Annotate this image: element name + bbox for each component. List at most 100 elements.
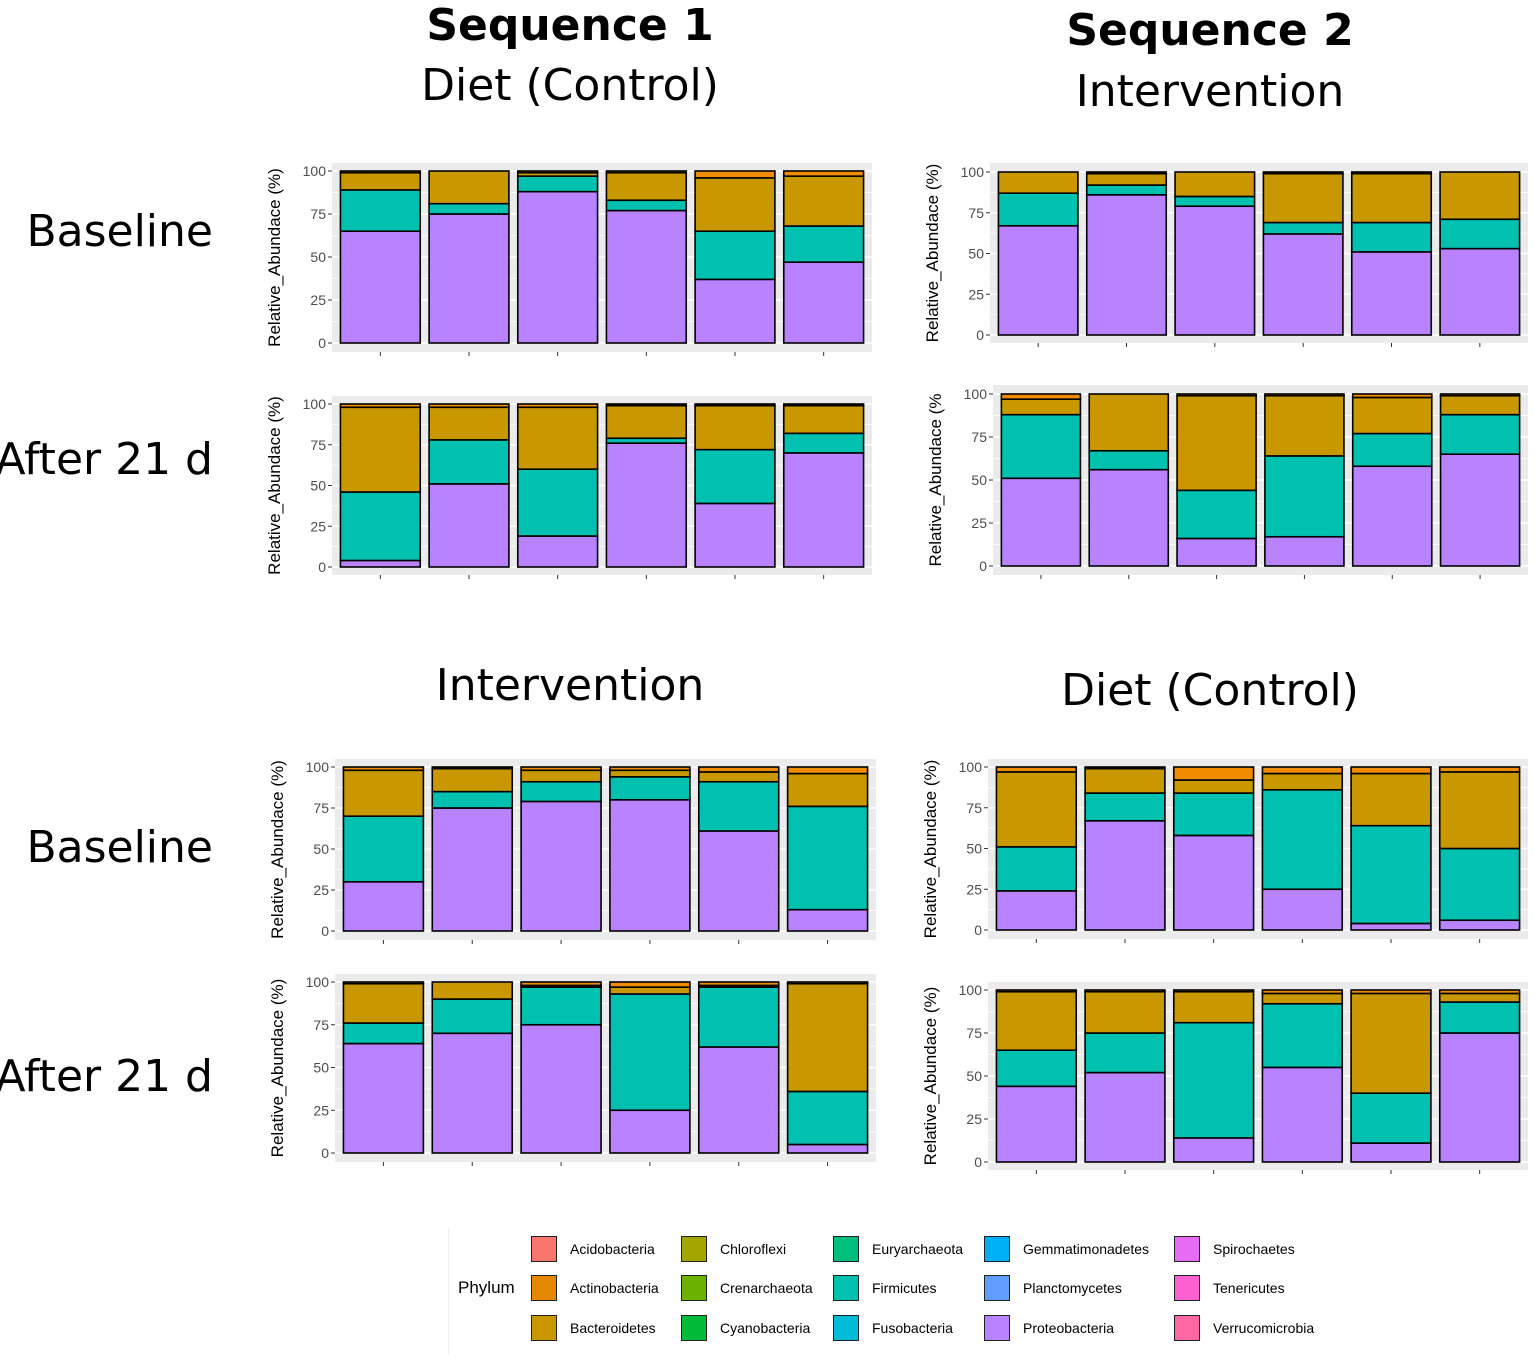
bar-segment-firmicutes [1439,413,1521,456]
row-label-after-21d: After 21 d [0,434,213,485]
bar-segment-proteobacteria [428,483,510,568]
legend-item: Cyanobacteria [681,1315,810,1341]
bar-segment-firmicutes [1264,455,1345,538]
bar-segment-actinobacteria [605,403,688,407]
bar-segment-proteobacteria [1088,468,1170,567]
bar-segment-firmicutes [1174,195,1256,208]
bar-segment-proteobacteria [1350,251,1433,336]
bar-segment-bacteroidetes [995,990,1078,1051]
bar-segment-bacteroidetes [431,767,514,793]
y-axis-title: Relative_Abundace (%) [268,979,287,1158]
legend-title: Phylum [458,1278,515,1297]
bar-segment-proteobacteria [997,224,1079,336]
bar-segment-actinobacteria [339,170,422,174]
bar-segment-bacteroidetes [1350,772,1432,827]
bar-segment-proteobacteria [1085,194,1168,336]
bar-segment-firmicutes [1084,792,1166,822]
y-tick-label: 100 [964,386,988,402]
y-tick-label: 0 [974,922,982,938]
bar-segment-bacteroidetes [339,171,422,191]
bar-segment-firmicutes [342,815,425,883]
bar-segment-actinobacteria [520,981,602,987]
y-tick-label: 50 [310,249,326,265]
bar-segment-actinobacteria [1350,766,1432,775]
y-tick-label: 50 [966,1068,982,1084]
bar-segment-bacteroidetes [1172,990,1255,1024]
bar-segment-proteobacteria [1438,919,1521,931]
y-tick-label: 100 [306,759,330,775]
bar-segment-proteobacteria [786,1143,869,1154]
bar-segment-firmicutes [339,491,422,562]
bar-segment-proteobacteria [995,890,1078,931]
bar-segment-bacteroidetes [997,171,1079,194]
bar-segment-firmicutes [694,448,776,505]
y-tick-label: 50 [310,478,326,494]
bar-segment-bacteroidetes [1262,172,1344,224]
bar-segment-actinobacteria [428,403,510,409]
y-tick-label: 50 [313,841,329,857]
bar-segment-firmicutes [1438,847,1521,922]
bar-segment-proteobacteria [1438,1032,1521,1163]
bar-segment-actinobacteria [782,170,865,177]
bar-segment-firmicutes [1172,1021,1255,1139]
bar-segment-firmicutes [1176,489,1257,540]
bar-segment-proteobacteria [694,502,776,568]
bar-segment-proteobacteria [605,209,688,344]
bar-segment-proteobacteria [1261,888,1344,931]
y-axis-title: Relative_Abundace (%) [921,760,940,939]
y-tick-label: 100 [961,164,985,180]
bar-segment-proteobacteria [431,1032,514,1154]
y-tick-label: 0 [979,558,987,574]
legend-item: Chloroflexi [681,1236,786,1262]
y-tick-label: 25 [310,518,326,534]
bar-segment-firmicutes [1351,432,1433,468]
bar-segment-bacteroidetes [428,406,510,441]
bar-segment-bacteroidetes [995,771,1078,848]
chart-panel: 0 25 50 75 100 Relative_Abundace (% [926,385,1528,579]
y-axis-title: Relative_Abundace (%) [923,164,942,343]
bar-segment-proteobacteria [1172,834,1255,931]
bar-segment-firmicutes [1350,1092,1432,1144]
chart-panel: 0 25 50 75 100 Relative_Abundace (%) [265,163,872,356]
bar-segment-bacteroidetes [1172,779,1255,794]
legend-swatch [833,1236,859,1262]
legend-swatch [833,1275,859,1301]
legend-item: Crenarchaeota [681,1275,813,1301]
y-tick-label: 100 [303,396,327,412]
bar-segment-firmicutes [431,998,514,1035]
bar-segment-bacteroidetes [782,175,865,227]
bar-segment-actinobacteria [1084,989,1166,993]
bar-segment-firmicutes [431,790,514,809]
y-tick-label: 25 [313,1102,329,1118]
bar-segment-firmicutes [516,468,599,537]
sequence-2-top-group-title: Intervention [1075,66,1345,117]
legend-item: Gemmatimonadetes [984,1236,1149,1262]
row-label-after-21d: After 21 d [0,1051,213,1102]
legend-label: Firmicutes [872,1280,937,1296]
bar-segment-firmicutes [520,780,602,803]
bar-segment-bacteroidetes [1261,772,1344,791]
bar-segment-actinobacteria [516,403,599,409]
bar-segment-bacteroidetes [1438,992,1521,1003]
bar-segment-firmicutes [1438,1001,1521,1034]
sequence-1-title: Sequence 1 [426,0,714,51]
bar-segment-proteobacteria [431,807,514,932]
bar-segment-bacteroidetes [1438,771,1521,850]
bar-segment-firmicutes [1084,1032,1166,1074]
legend-label: Verrucomicrobia [1213,1320,1315,1336]
bar-segment-actinobacteria [694,170,776,179]
y-tick-label: 50 [313,1060,329,1076]
bar-segment-proteobacteria [1176,537,1257,567]
legend-swatch [1174,1315,1200,1341]
y-tick-label: 75 [313,1017,329,1033]
bar-segment-actinobacteria [520,766,602,772]
bar-segment-bacteroidetes [697,771,780,783]
bar-segment-actinobacteria [786,766,869,775]
legend-label: Crenarchaeota [720,1280,813,1296]
bar-segment-bacteroidetes [609,986,691,995]
bar-segment-actinobacteria [516,170,599,174]
bar-segment-firmicutes [1261,1002,1344,1069]
sequence-2-title: Sequence 2 [1066,5,1354,56]
bar-segment-bacteroidetes [1088,393,1170,452]
bar-segment-bacteroidetes [516,406,599,471]
